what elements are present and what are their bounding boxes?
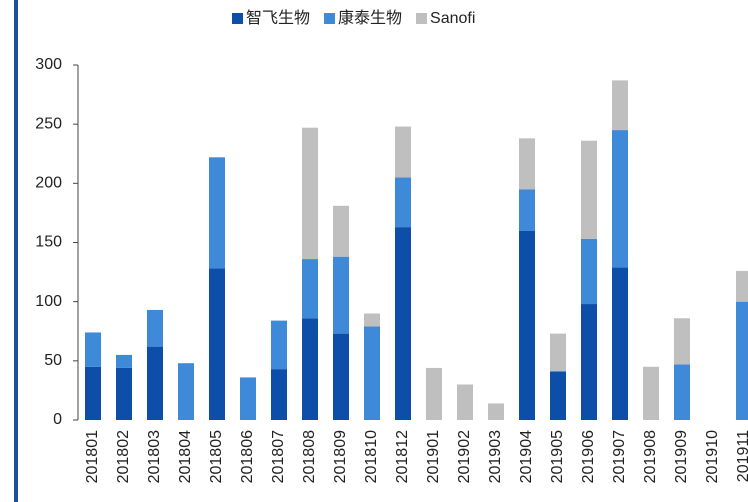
bar-segment bbox=[643, 366, 659, 420]
bar-segment bbox=[395, 126, 411, 178]
x-tick-label: 201801 bbox=[84, 430, 101, 483]
bar-segment bbox=[674, 318, 690, 365]
bar-segment bbox=[612, 267, 628, 420]
x-tick-label: 201905 bbox=[549, 430, 566, 483]
bar-segment bbox=[302, 259, 318, 319]
x-tick-label: 201904 bbox=[518, 430, 535, 483]
bar-segment bbox=[147, 346, 163, 420]
x-tick-label: 201901 bbox=[425, 430, 442, 483]
bar-segment bbox=[364, 326, 380, 420]
bar-segment bbox=[85, 332, 101, 367]
bar-segment bbox=[271, 320, 287, 370]
bar-segment bbox=[147, 309, 163, 347]
x-tick-label: 201808 bbox=[301, 430, 318, 483]
x-tick-label: 201907 bbox=[611, 430, 628, 483]
y-tick-label: 0 bbox=[53, 411, 62, 428]
bar-segment bbox=[426, 367, 442, 420]
x-tick-label: 201906 bbox=[580, 430, 597, 483]
bar-segment bbox=[581, 304, 597, 420]
bar-segment bbox=[457, 384, 473, 420]
x-tick-label: 201806 bbox=[239, 430, 256, 483]
bar-segment bbox=[85, 366, 101, 420]
bar-segment bbox=[612, 130, 628, 268]
bar-segment bbox=[519, 189, 535, 231]
y-tick-label: 300 bbox=[35, 56, 62, 73]
bar-segment bbox=[581, 238, 597, 305]
bar-segment bbox=[209, 157, 225, 269]
bar-segment bbox=[333, 205, 349, 257]
legend-label: 智飞生物 bbox=[246, 9, 310, 27]
legend-label: Sanofi bbox=[430, 10, 475, 27]
bar-segment bbox=[519, 230, 535, 420]
bar-segment bbox=[364, 313, 380, 327]
x-tick-label: 201807 bbox=[270, 430, 287, 483]
bar-segment bbox=[333, 333, 349, 420]
bar-segment bbox=[116, 367, 132, 420]
x-tick-label: 201810 bbox=[363, 430, 380, 483]
bar-segment bbox=[240, 377, 256, 420]
bar-segment bbox=[736, 301, 748, 420]
bar-segment bbox=[488, 403, 504, 420]
y-tick-label: 200 bbox=[35, 175, 62, 192]
bar-segment bbox=[550, 371, 566, 420]
legend: 智飞生物 康泰生物 Sanofi bbox=[232, 9, 475, 27]
legend-label: 康泰生物 bbox=[338, 9, 402, 27]
bar-segment bbox=[395, 177, 411, 228]
y-tick-label: 250 bbox=[35, 115, 62, 132]
legend-swatch bbox=[232, 13, 243, 24]
bar-segment bbox=[736, 270, 748, 302]
bar-segment bbox=[581, 140, 597, 239]
x-tick-label: 201908 bbox=[642, 430, 659, 483]
bar-segment bbox=[612, 80, 628, 131]
x-tick-label: 201902 bbox=[456, 430, 473, 483]
x-tick-label: 201802 bbox=[115, 430, 132, 483]
x-tick-label: 201903 bbox=[487, 430, 504, 483]
bar-segment bbox=[178, 363, 194, 420]
legend-swatch bbox=[324, 13, 336, 24]
bar-segment bbox=[209, 268, 225, 420]
x-tick-label: 201911 bbox=[735, 430, 748, 482]
bar-segment bbox=[302, 127, 318, 260]
y-tick-label: 100 bbox=[35, 293, 62, 310]
bar-segment bbox=[116, 354, 132, 368]
y-tick-label: 50 bbox=[44, 352, 62, 369]
bar-segment bbox=[271, 369, 287, 420]
x-tick-label: 201910 bbox=[704, 430, 721, 483]
bar-segment bbox=[550, 333, 566, 372]
left-border bbox=[14, 0, 18, 502]
bar-segment bbox=[333, 256, 349, 334]
bar-segment bbox=[519, 138, 535, 190]
bar-segment bbox=[302, 318, 318, 420]
x-tick-label: 201804 bbox=[177, 430, 194, 483]
x-tick-label: 201803 bbox=[146, 430, 163, 483]
bar-segment bbox=[395, 227, 411, 420]
legend-swatch bbox=[416, 13, 428, 24]
bar-segment bbox=[674, 364, 690, 420]
x-tick-label: 201812 bbox=[394, 430, 411, 483]
x-tick-label: 201805 bbox=[208, 430, 225, 483]
x-tick-label: 201809 bbox=[332, 430, 349, 483]
y-tick-label: 150 bbox=[35, 234, 62, 251]
x-tick-label: 201909 bbox=[673, 430, 690, 483]
